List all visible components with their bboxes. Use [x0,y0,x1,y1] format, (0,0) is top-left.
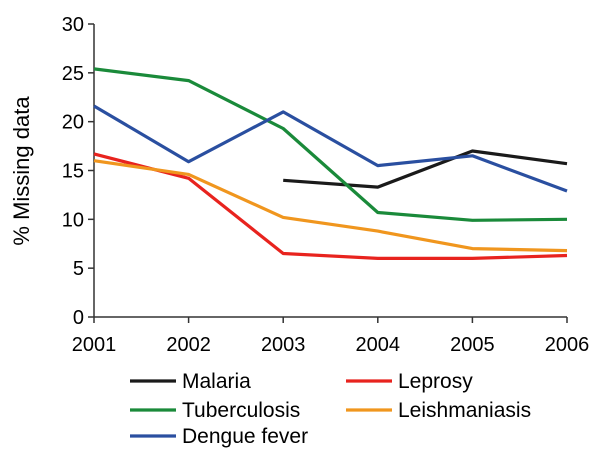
legend-label-malaria: Malaria [182,370,251,393]
legend-label-leishmaniasis: Leishmaniasis [398,399,531,422]
x-tick-label: 2002 [166,334,211,356]
legend-label-leprosy: Leprosy [398,370,473,393]
x-tick-label: 2005 [450,334,495,356]
y-tick-label: 15 [62,161,84,183]
x-tick-label: 2004 [356,334,401,356]
y-ticks: 0 5 10 15 20 25 30 [62,14,94,329]
series-lines [93,67,568,260]
series-line-dengue-fever [93,104,568,193]
series-line-leprosy [93,152,568,260]
y-axis-title: % Missing data [9,96,34,246]
axes: 0 5 10 15 20 25 30 2001 2002 2003 2004 2005 2006 [62,14,590,356]
x-tick-label: 2001 [72,334,117,356]
legend: Malaria Leprosy Tuberculosis Leishmaniasis D… [130,370,531,448]
series-line-tuberculosis [93,67,568,222]
legend-label-tuberculosis: Tuberculosis [182,399,300,422]
x-tick-label: 2006 [545,334,590,356]
y-tick-label: 30 [62,14,84,36]
y-tick-label: 10 [62,209,84,231]
x-ticks: 2001 2002 2003 2004 2005 2006 [72,317,590,356]
y-tick-label: 5 [73,258,84,280]
y-tick-label: 0 [73,307,84,329]
series-line-leishmaniasis [93,159,568,253]
y-tick-label: 20 [62,112,84,134]
series-line-malaria [283,149,568,189]
y-tick-label: 25 [62,63,84,85]
x-tick-label: 2003 [261,334,306,356]
legend-label-dengue-fever: Dengue fever [182,425,308,448]
